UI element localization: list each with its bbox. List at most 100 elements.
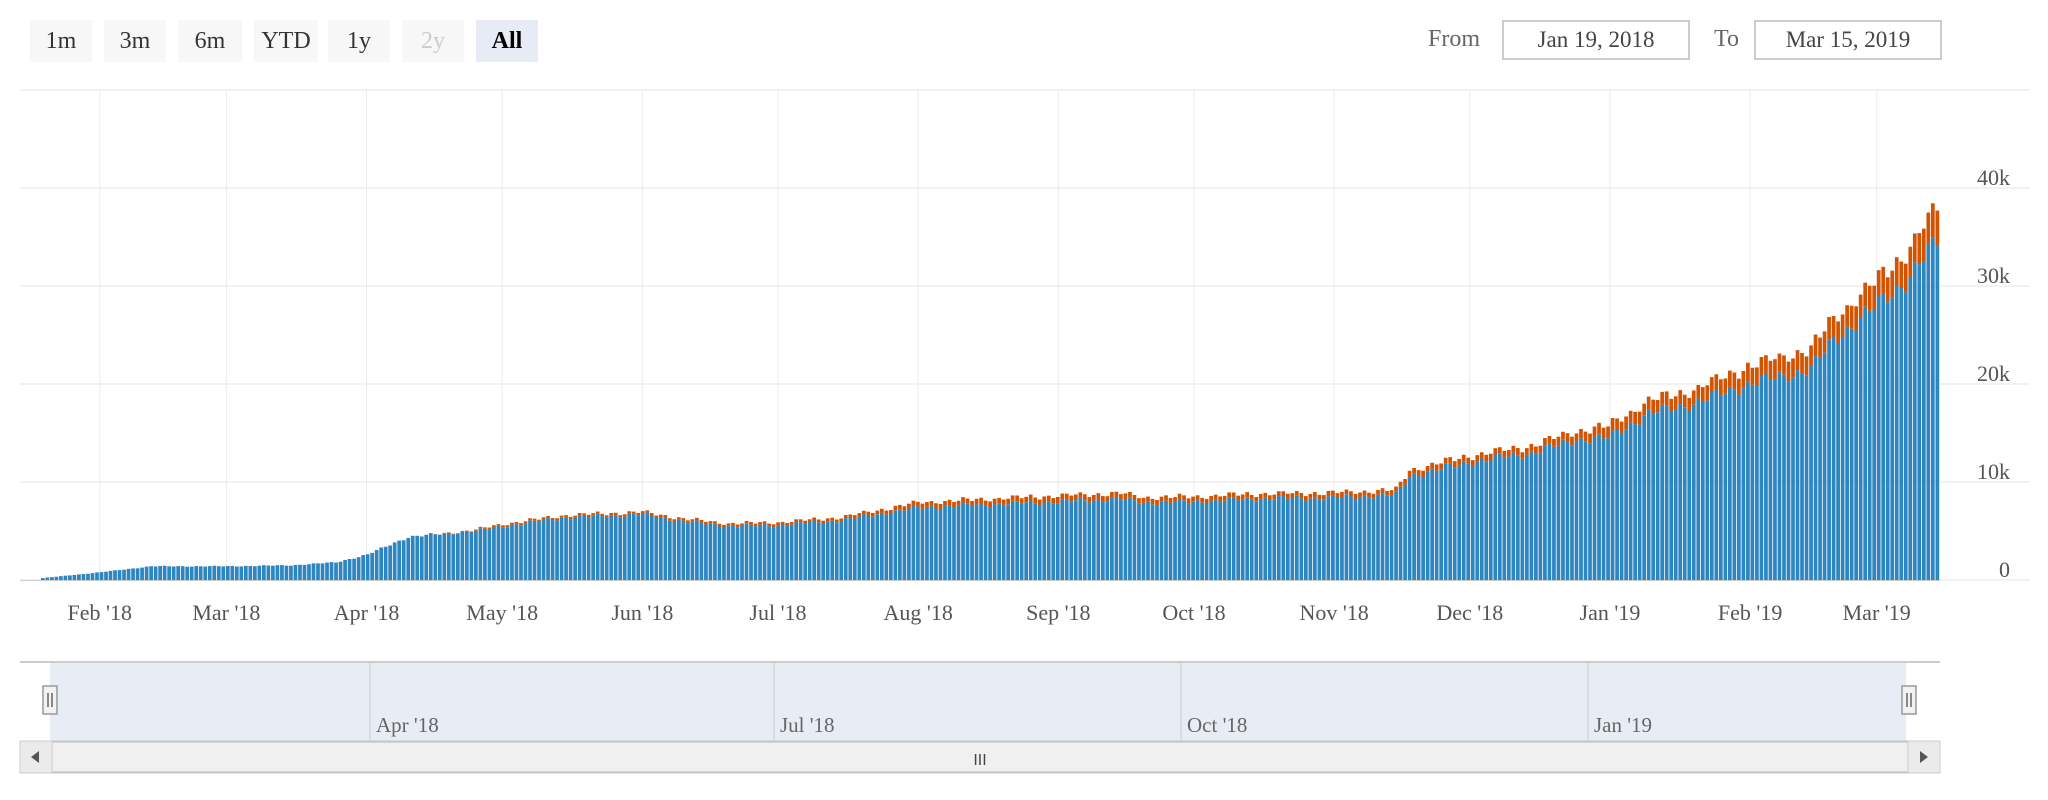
navigator-right-handle[interactable] [1901,685,1917,715]
navigator-selected-range[interactable] [50,662,1906,741]
bar-series-1 [352,558,356,580]
bar-series-2 [1078,492,1083,498]
bar-series-1 [271,565,275,580]
bar-series-1 [1087,502,1092,580]
bar-series-1 [1827,339,1831,580]
navigator-left-handle[interactable] [42,685,58,715]
scrollbar-right-arrow-button[interactable] [1907,740,1941,774]
bar-series-1 [1588,443,1592,580]
x-tick-label: Mar '18 [192,600,260,625]
bar-series-1 [1570,445,1574,580]
navigator-scrollbar[interactable]: III [19,740,1941,774]
bar-series-1 [1885,302,1890,580]
bar-series-1 [253,566,257,580]
bar-series-1 [1290,497,1295,580]
bar-series-1 [158,566,162,580]
bar-series-1 [920,508,925,580]
bar-series-1 [1272,499,1277,580]
bar-series-1 [1894,285,1899,580]
range-button-3m[interactable]: 3m [104,20,166,62]
bar-series-1 [586,517,591,580]
bar-series-1 [979,503,983,580]
bar-series-1 [776,525,780,580]
bar-series-2 [1791,358,1795,378]
bar-series-2 [478,526,483,529]
bar-series-1 [974,504,979,580]
bar-series-1 [428,533,433,580]
range-button-2y[interactable]: 2y [402,20,464,62]
bar-series-1 [591,515,596,580]
bar-series-2 [1191,496,1195,502]
bar-series-2 [510,522,514,525]
to-date-input[interactable] [1754,20,1942,60]
bar-series-1 [1488,460,1493,580]
navigator-label: Apr '18 [376,713,439,737]
bar-series-1 [1200,502,1204,580]
bar-series-1 [1227,497,1232,580]
bar-series-1 [1565,441,1570,580]
navigator-label: Oct '18 [1187,713,1247,737]
bar-series-1 [609,515,614,580]
bar-series-2 [1010,495,1015,501]
bar-series-1 [59,576,63,580]
bar-series-1 [686,522,690,580]
bar-series-2 [591,513,596,516]
range-button-6m[interactable]: 6m [178,20,242,62]
navigator[interactable]: Apr '18 Jul '18 Oct '18 Jan '19 [20,661,1940,741]
bar-series-1 [284,565,289,580]
bar-series-1 [1078,497,1083,580]
range-button-1m[interactable]: 1m [30,20,92,62]
bar-series-2 [1367,492,1371,498]
bar-series-2 [744,520,749,524]
bar-series-1 [1096,499,1101,580]
bar-series-2 [1696,384,1701,399]
bar-series-1 [861,514,866,580]
bar-series-1 [1001,505,1006,580]
bar-series-2 [965,498,970,504]
bar-series-2 [1416,470,1421,476]
bar-series-2 [654,515,659,518]
bar-series-1 [866,515,871,580]
bar-series-1 [1511,452,1516,580]
bar-series-2 [1759,357,1764,377]
bar-series-2 [1475,455,1480,462]
bar-series-1 [1606,438,1610,580]
bar-series-1 [780,524,785,580]
y-tick-label: 10k [1977,459,2010,484]
bar-series-1 [1434,470,1439,580]
bar-series-2 [1836,321,1840,344]
bar-series-1 [1930,237,1935,580]
bar-series-1 [541,519,546,580]
bar-series-2 [1556,436,1561,446]
bar-series-1 [442,533,447,580]
bar-series-2 [537,519,541,522]
bar-series-2 [1326,490,1331,497]
from-date-input[interactable] [1502,20,1690,60]
bar-series-1 [1845,326,1849,580]
bar-series-1 [126,568,131,580]
bar-series-2 [460,530,465,532]
bar-series-1 [1042,502,1047,580]
bar-series-2 [875,510,880,515]
bar-series-2 [1691,390,1696,405]
bar-series-1 [1691,404,1696,580]
range-button-1y[interactable]: 1y [328,20,390,62]
bar-series-2 [667,518,672,521]
bar-series-1 [203,566,208,580]
bar-series-1 [1119,499,1123,580]
range-button-all[interactable]: All [476,20,538,62]
bar-series-1 [1371,498,1376,580]
bar-series-1 [812,520,817,580]
bar-series-2 [1908,246,1913,278]
bar-series-1 [455,534,460,580]
bar-series-1 [952,507,956,580]
bar-series-1 [577,515,582,580]
bar-series-2 [839,518,844,522]
bar-series-1 [1155,505,1159,580]
bar-series-1 [848,517,853,580]
bar-series-1 [1340,497,1344,580]
bar-series-1 [406,537,411,580]
range-button-ytd[interactable]: YTD [254,20,318,62]
bar-series-1 [1746,381,1750,580]
bar-series-2 [550,518,555,521]
